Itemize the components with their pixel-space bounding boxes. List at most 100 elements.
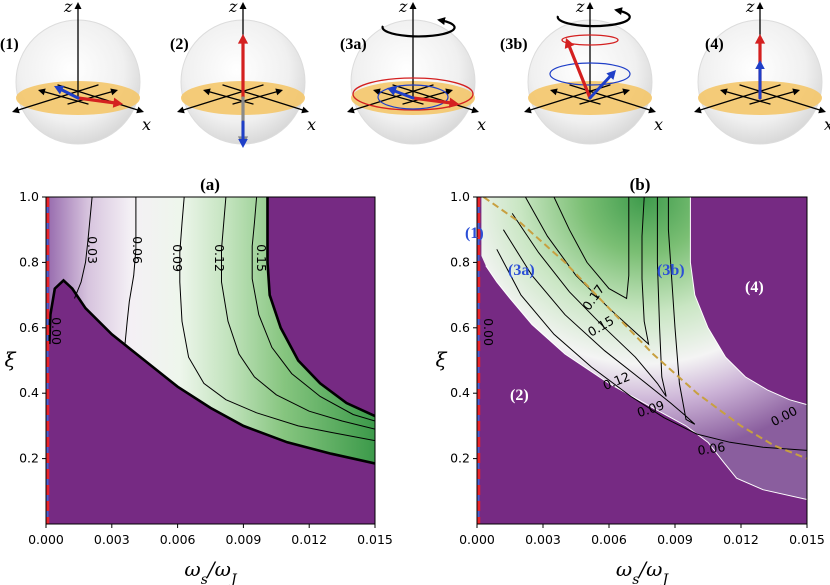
spin-vector-blue [54, 85, 80, 100]
sphere-label: (3a) [340, 36, 367, 53]
x-tick-label: 0.006 [160, 532, 196, 547]
contour-label-0-09: 0.09 [170, 244, 185, 272]
y-axis-arrow [347, 84, 434, 114]
spin-vector-blue [238, 120, 248, 148]
contour-line-0-03 [74, 197, 93, 299]
spin-vector-red [76, 96, 123, 108]
y-axis-arrow-back [232, 88, 283, 105]
heatmap-fill [481, 197, 807, 500]
x-tick-label: 0.003 [525, 532, 561, 547]
spin-vector-red [237, 34, 249, 100]
bloch-sphere-1: (1) x z [0, 0, 151, 145]
contour-line-0-00r [689, 197, 807, 406]
x-axis-arrow [392, 84, 479, 114]
x-tick-label: 0.015 [789, 532, 825, 547]
x-axis-letter: x [477, 115, 486, 134]
y-axis-label: ξ [4, 348, 16, 372]
contour-line-0 [485, 265, 807, 500]
x-tick-label: 0.009 [226, 532, 262, 547]
z-axis-arrow [586, 2, 594, 97]
precession-orbit-red [352, 77, 474, 111]
contour-label-0-12: 0.12 [212, 244, 227, 272]
x-axis-arrow-back [720, 88, 771, 105]
sphere-label: (1) [0, 36, 19, 53]
rotation-arrow [556, 7, 631, 28]
contour-line-0-09 [179, 197, 375, 442]
bloch-sphere-5: (4) x z [694, 0, 830, 145]
x-axis-arrow [222, 84, 309, 114]
contour-label-0-00: 0.00 [481, 318, 496, 346]
bloch-sphere-3: (3a) x z [340, 0, 486, 145]
y-tick-label: 0.6 [450, 320, 470, 335]
x-tick-label: 0.000 [28, 532, 64, 547]
sphere-label: (3b) [500, 36, 528, 53]
precession-orbit-red [561, 34, 619, 46]
contour-line-0 [48, 278, 375, 465]
sphere-label: (2) [170, 36, 189, 53]
contour-line-0-06 [124, 197, 137, 345]
contour-label-0-06: 0.06 [697, 439, 727, 458]
x-tick-label: 0.003 [94, 532, 130, 547]
contour-line-0-12 [221, 197, 375, 430]
heatmap-clip [48, 197, 375, 465]
y-axis-arrow-back [579, 88, 630, 105]
contour-line-boundary [266, 197, 375, 418]
spin-vector-blue [588, 70, 616, 100]
contour-line-0-06 [496, 249, 807, 451]
contour-line-0-12 [511, 197, 667, 397]
spin-vector-blue [755, 60, 765, 100]
y-tick-label: 0.8 [450, 254, 470, 269]
panel-a: (a) 0.000 0.003 0.006 0.009 0.012 0.015 0.2 0.4… [4, 175, 392, 585]
y-axis-arrow [177, 84, 264, 114]
contour-line-0-15 [524, 197, 650, 346]
x-axis-arrow-back [550, 88, 601, 105]
contour-label-0-03: 0.03 [85, 236, 100, 264]
x-axis-arrow [569, 84, 656, 114]
plot-frame [476, 196, 808, 525]
z-axis-letter: z [575, 0, 585, 16]
region-label-4: (4) [745, 279, 764, 296]
x-axis-letter: x [142, 115, 151, 134]
x-axis-arrow [57, 84, 144, 114]
x-axis-letter: x [307, 115, 316, 134]
z-axis-letter: z [63, 0, 73, 16]
panel-b: (b) 0.000 0.003 0.006 0.009 0.012 0.015 0.2 0.4… [435, 175, 824, 585]
heatmap-fill [49, 197, 375, 464]
z-axis-letter: z [745, 0, 755, 16]
x-tick-label: 0.009 [657, 532, 693, 547]
y-tick-label: 0.2 [19, 451, 39, 466]
region-label-1: (1) [465, 225, 484, 242]
contour-label-0-06: 0.06 [130, 236, 145, 264]
y-tick-label: 0.4 [19, 385, 39, 400]
y-tick-label: 0.2 [450, 451, 470, 466]
y-tick-label: 0.4 [450, 385, 470, 400]
contour-label-0-00: 0.00 [49, 317, 64, 345]
contour-line-0-17 [553, 197, 630, 300]
x-axis-letter: x [824, 115, 830, 134]
panel-b-plot-area: 0.000 0.003 0.006 0.009 0.012 0.015 0.2 0.4 0.6 0… [435, 189, 824, 585]
spin-vector-blue [387, 86, 415, 100]
x-axis-label: ωs/ωJ [616, 557, 670, 585]
precession-orbit-blue [377, 84, 449, 110]
region-label-3b: (3b) [657, 262, 685, 279]
x-axis-arrow-back [38, 88, 89, 105]
spin-vector-red [411, 96, 459, 108]
heatmap-clip [481, 197, 807, 500]
z-axis-letter: z [228, 0, 238, 16]
x-axis-arrow [739, 84, 826, 114]
spin-vector-red [564, 38, 592, 100]
panel-a-plot-area: 0.000 0.003 0.006 0.009 0.012 0.015 0.2 0.4 0.6 0… [4, 189, 392, 585]
x-tick-label: 0.000 [459, 532, 495, 547]
region-label-2: (2) [510, 387, 529, 404]
x-axis-label: ωs/ωJ [184, 557, 238, 585]
x-tick-label: 0.015 [357, 532, 393, 547]
region-label-3a: (3a) [508, 262, 535, 279]
y-tick-label: 1.0 [450, 189, 470, 204]
y-tick-label: 0.8 [19, 254, 39, 269]
bloch-sphere-row: (1) x z (2) x z (3a) x z (3b) x z (4) x z [0, 0, 830, 148]
precession-orbit-blue [549, 62, 631, 86]
y-axis-label: ξ [435, 348, 447, 372]
y-axis-arrow [12, 84, 99, 114]
z-axis-arrow [409, 2, 417, 97]
